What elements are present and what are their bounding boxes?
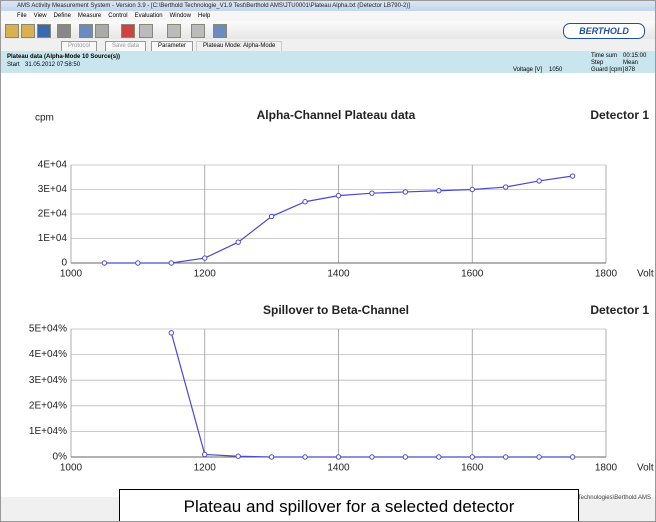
data-point — [402, 189, 409, 195]
x-tick-label: 1000 — [60, 463, 83, 474]
tool-button[interactable] — [167, 24, 181, 38]
data-point — [302, 199, 308, 205]
data-point — [536, 178, 542, 184]
menu-item[interactable]: Control — [108, 13, 128, 19]
voltage-label: Voltage [V] — [513, 67, 543, 73]
voltage-value: 1050 — [549, 67, 563, 73]
x-tick-label: 1400 — [327, 463, 350, 474]
data-point — [569, 454, 576, 460]
plot-area — [1, 73, 655, 497]
data-point — [302, 454, 308, 460]
data-point — [268, 454, 275, 460]
data-point — [135, 260, 141, 266]
title-bar: AMS Activity Measurement System - Versio… — [1, 1, 655, 11]
x-tick-label: 1800 — [595, 269, 618, 280]
data-point — [235, 453, 241, 459]
menu-item[interactable]: File — [17, 13, 27, 19]
y-tick-label: 3E+04 — [38, 184, 68, 195]
data-point — [335, 454, 342, 460]
tool-button[interactable] — [5, 24, 19, 38]
y-axis-label: cpm — [35, 113, 54, 124]
y-tick-label: 2E+04% — [29, 400, 67, 411]
x-axis-label: Volt — [637, 463, 654, 474]
menu-item[interactable]: Evaluation — [134, 13, 163, 19]
tool-button[interactable] — [37, 24, 51, 38]
tool-button[interactable] — [121, 24, 135, 38]
chart-title: Spillover to Beta-Channel — [263, 303, 409, 317]
logo: BERTHOLD — [563, 23, 645, 39]
y-tick-label: 4E+04 — [38, 160, 68, 171]
data-point — [202, 255, 208, 261]
detector-label: Detector 1 — [590, 303, 649, 317]
y-tick-label: 3E+04% — [29, 375, 67, 386]
menu-item[interactable]: Measure — [77, 13, 102, 19]
x-tick-label: 1400 — [327, 269, 350, 280]
data-point — [168, 260, 175, 266]
x-tick-label: 1200 — [194, 269, 217, 280]
x-tick-label: 1800 — [595, 463, 618, 474]
data-point — [436, 454, 442, 460]
tool-button[interactable] — [213, 24, 227, 38]
tool-button[interactable] — [139, 24, 153, 38]
start-value: 31.05.2012 07:58:50 — [25, 62, 81, 68]
step-value: Mean — [623, 60, 639, 66]
caption: Plateau and spillover for a selected det… — [119, 489, 579, 521]
menu-item[interactable]: Help — [197, 13, 211, 19]
y-tick-label: 2E+04 — [38, 209, 68, 220]
data-point — [536, 454, 542, 460]
data-point — [502, 184, 509, 190]
data-point — [268, 213, 275, 220]
data-line — [170, 332, 573, 458]
time-sum-value: 00:15:00 — [623, 53, 647, 59]
tool-button[interactable] — [57, 24, 71, 38]
x-tick-label: 1600 — [461, 463, 484, 474]
y-tick-label: 0% — [53, 452, 68, 463]
y-tick-label: 0 — [61, 258, 67, 269]
time-sum-label: Time sum — [591, 53, 618, 59]
menu-item[interactable]: Define — [53, 13, 71, 19]
data-point — [402, 454, 409, 460]
data-point — [101, 260, 108, 266]
status-text: Technologies\Berthold AMS — [577, 495, 651, 501]
x-tick-label: 1000 — [60, 269, 83, 280]
step-label: Step — [591, 60, 604, 66]
y-tick-label: 4E+04% — [29, 349, 67, 360]
data-point — [235, 239, 241, 245]
data-point — [569, 173, 576, 179]
menu-item[interactable]: Window — [169, 13, 191, 19]
x-tick-label: 1600 — [461, 269, 484, 280]
tool-button[interactable] — [95, 24, 109, 38]
tool-button[interactable] — [21, 24, 35, 38]
data-point — [168, 330, 175, 336]
data-point — [369, 454, 375, 460]
y-tick-label: 1E+04% — [29, 426, 67, 437]
start-label: Start — [7, 62, 20, 68]
x-tick-label: 1200 — [194, 463, 217, 474]
data-point — [202, 451, 208, 458]
menu-item[interactable]: View — [33, 13, 47, 19]
menu-bar: File View Define Measure Control Evaluation Wi… — [1, 11, 655, 21]
detector-label: Detector 1 — [590, 108, 649, 122]
data-point — [469, 454, 475, 460]
tool-button[interactable] — [79, 24, 93, 38]
guard-label: Guard [cpm] — [591, 67, 625, 73]
data-point — [369, 190, 375, 196]
tool-button[interactable] — [191, 24, 205, 38]
y-tick-label: 5E+04% — [29, 324, 67, 335]
chart-title: Alpha-Channel Plateau data — [257, 108, 416, 122]
info-heading: Plateau data (Alpha-Mode 10 Source(s)) — [7, 54, 121, 60]
guard-value: 878 — [625, 67, 636, 73]
y-tick-label: 1E+04 — [38, 233, 68, 244]
data-point — [436, 188, 442, 194]
x-axis-label: Volt — [637, 269, 654, 280]
data-point — [502, 454, 509, 460]
data-point — [335, 192, 342, 199]
data-point — [469, 186, 475, 193]
